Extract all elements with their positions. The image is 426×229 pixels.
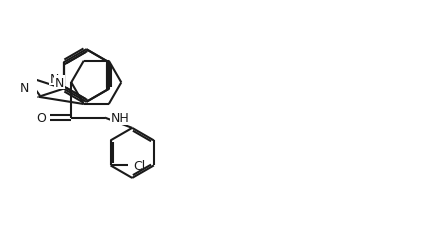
Text: N: N xyxy=(55,76,64,90)
Text: O: O xyxy=(36,112,46,125)
Text: N: N xyxy=(20,82,29,95)
Text: Cl: Cl xyxy=(133,159,145,172)
Text: NH: NH xyxy=(111,112,130,125)
Text: N: N xyxy=(50,73,59,85)
Text: H: H xyxy=(58,73,66,83)
